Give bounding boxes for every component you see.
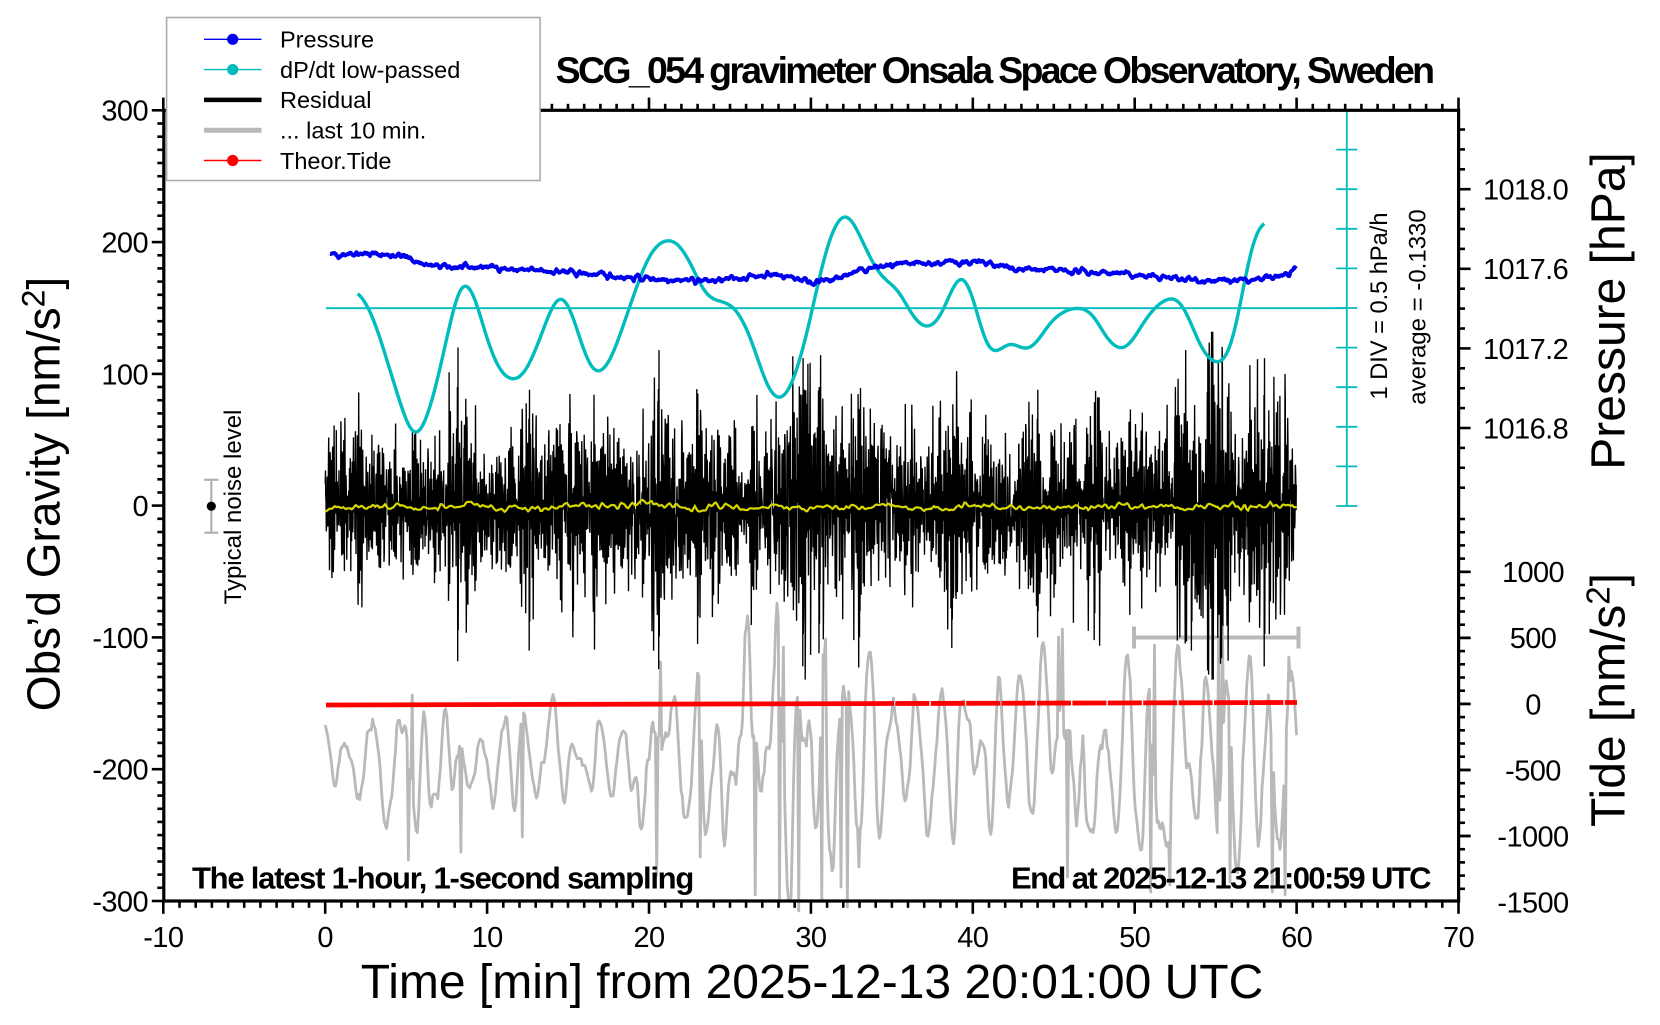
svg-text:1018.0: 1018.0 [1483, 175, 1568, 207]
svg-text:-200: -200 [92, 755, 148, 787]
svg-text:-300: -300 [92, 886, 148, 918]
svg-text:The latest 1-hour, 1-second sa: The latest 1-hour, 1-second sampling [192, 861, 693, 896]
svg-text:1 DIV = 0.5 hPa/h: 1 DIV = 0.5 hPa/h [1367, 213, 1393, 400]
svg-text:200: 200 [101, 228, 148, 260]
svg-text:-1000: -1000 [1497, 821, 1568, 853]
svg-text:Tide [nm/s2]: Tide [nm/s2] [1580, 573, 1636, 827]
svg-text:0: 0 [132, 491, 148, 523]
svg-text:Pressure: Pressure [280, 27, 374, 53]
svg-text:average = -0.1330: average = -0.1330 [1405, 209, 1432, 404]
svg-text:Pressure [hPa]: Pressure [hPa] [1583, 152, 1636, 469]
svg-text:-500: -500 [1505, 755, 1561, 787]
svg-text:... last 10 min.: ... last 10 min. [280, 118, 426, 144]
svg-text:Typical noise level: Typical noise level [220, 410, 247, 605]
svg-text:300: 300 [101, 96, 148, 128]
svg-text:60: 60 [1281, 922, 1312, 954]
svg-text:-10: -10 [143, 922, 183, 954]
svg-text:10: 10 [472, 922, 503, 954]
svg-text:-1500: -1500 [1497, 887, 1568, 919]
svg-text:100: 100 [101, 359, 148, 391]
svg-text:Obs’d Gravity [nm/s2]: Obs’d Gravity [nm/s2] [16, 277, 70, 711]
svg-text:SCG_054 gravimeter Onsala Spac: SCG_054 gravimeter Onsala Space Observat… [556, 49, 1433, 91]
svg-text:1016.8: 1016.8 [1483, 413, 1568, 445]
svg-text:500: 500 [1510, 623, 1557, 655]
svg-text:1017.6: 1017.6 [1483, 254, 1568, 286]
svg-text:dP/dt low-passed: dP/dt low-passed [280, 57, 460, 83]
svg-text:1017.2: 1017.2 [1483, 334, 1568, 366]
svg-text:40: 40 [957, 922, 988, 954]
svg-text:Theor.Tide: Theor.Tide [280, 148, 391, 174]
svg-text:70: 70 [1443, 922, 1474, 954]
svg-text:0: 0 [317, 922, 333, 954]
svg-text:20: 20 [633, 922, 664, 954]
svg-text:Residual: Residual [280, 87, 371, 113]
svg-text:50: 50 [1119, 922, 1150, 954]
svg-text:30: 30 [795, 922, 826, 954]
svg-text:1000: 1000 [1502, 557, 1564, 589]
svg-text:0: 0 [1525, 689, 1541, 721]
svg-text:Time [min] from 2025-12-13 20:: Time [min] from 2025-12-13 20:01:00 UTC [361, 956, 1264, 1009]
svg-text:End at 2025-12-13 21:00:59 UTC: End at 2025-12-13 21:00:59 UTC [1011, 861, 1431, 896]
svg-text:-100: -100 [92, 623, 148, 655]
